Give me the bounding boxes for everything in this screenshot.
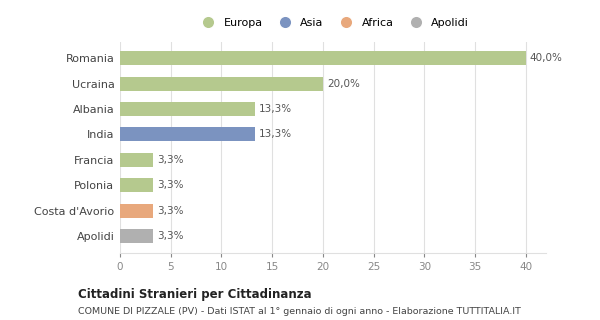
Bar: [120, 178, 154, 192]
Text: 3,3%: 3,3%: [158, 231, 184, 241]
Text: 3,3%: 3,3%: [158, 155, 184, 165]
Bar: [120, 51, 526, 65]
Text: Cittadini Stranieri per Cittadinanza: Cittadini Stranieri per Cittadinanza: [78, 288, 311, 301]
Text: 20,0%: 20,0%: [327, 79, 360, 89]
Text: COMUNE DI PIZZALE (PV) - Dati ISTAT al 1° gennaio di ogni anno - Elaborazione TU: COMUNE DI PIZZALE (PV) - Dati ISTAT al 1…: [78, 307, 521, 316]
Bar: [120, 127, 255, 141]
Text: 13,3%: 13,3%: [259, 104, 292, 114]
Legend: Europa, Asia, Africa, Apolidi: Europa, Asia, Africa, Apolidi: [193, 13, 473, 32]
Bar: [120, 102, 255, 116]
Bar: [120, 76, 323, 91]
Text: 3,3%: 3,3%: [158, 206, 184, 216]
Bar: [120, 204, 154, 218]
Bar: [120, 153, 154, 167]
Text: 40,0%: 40,0%: [530, 53, 563, 63]
Bar: [120, 229, 154, 243]
Text: 13,3%: 13,3%: [259, 130, 292, 140]
Text: 3,3%: 3,3%: [158, 180, 184, 190]
